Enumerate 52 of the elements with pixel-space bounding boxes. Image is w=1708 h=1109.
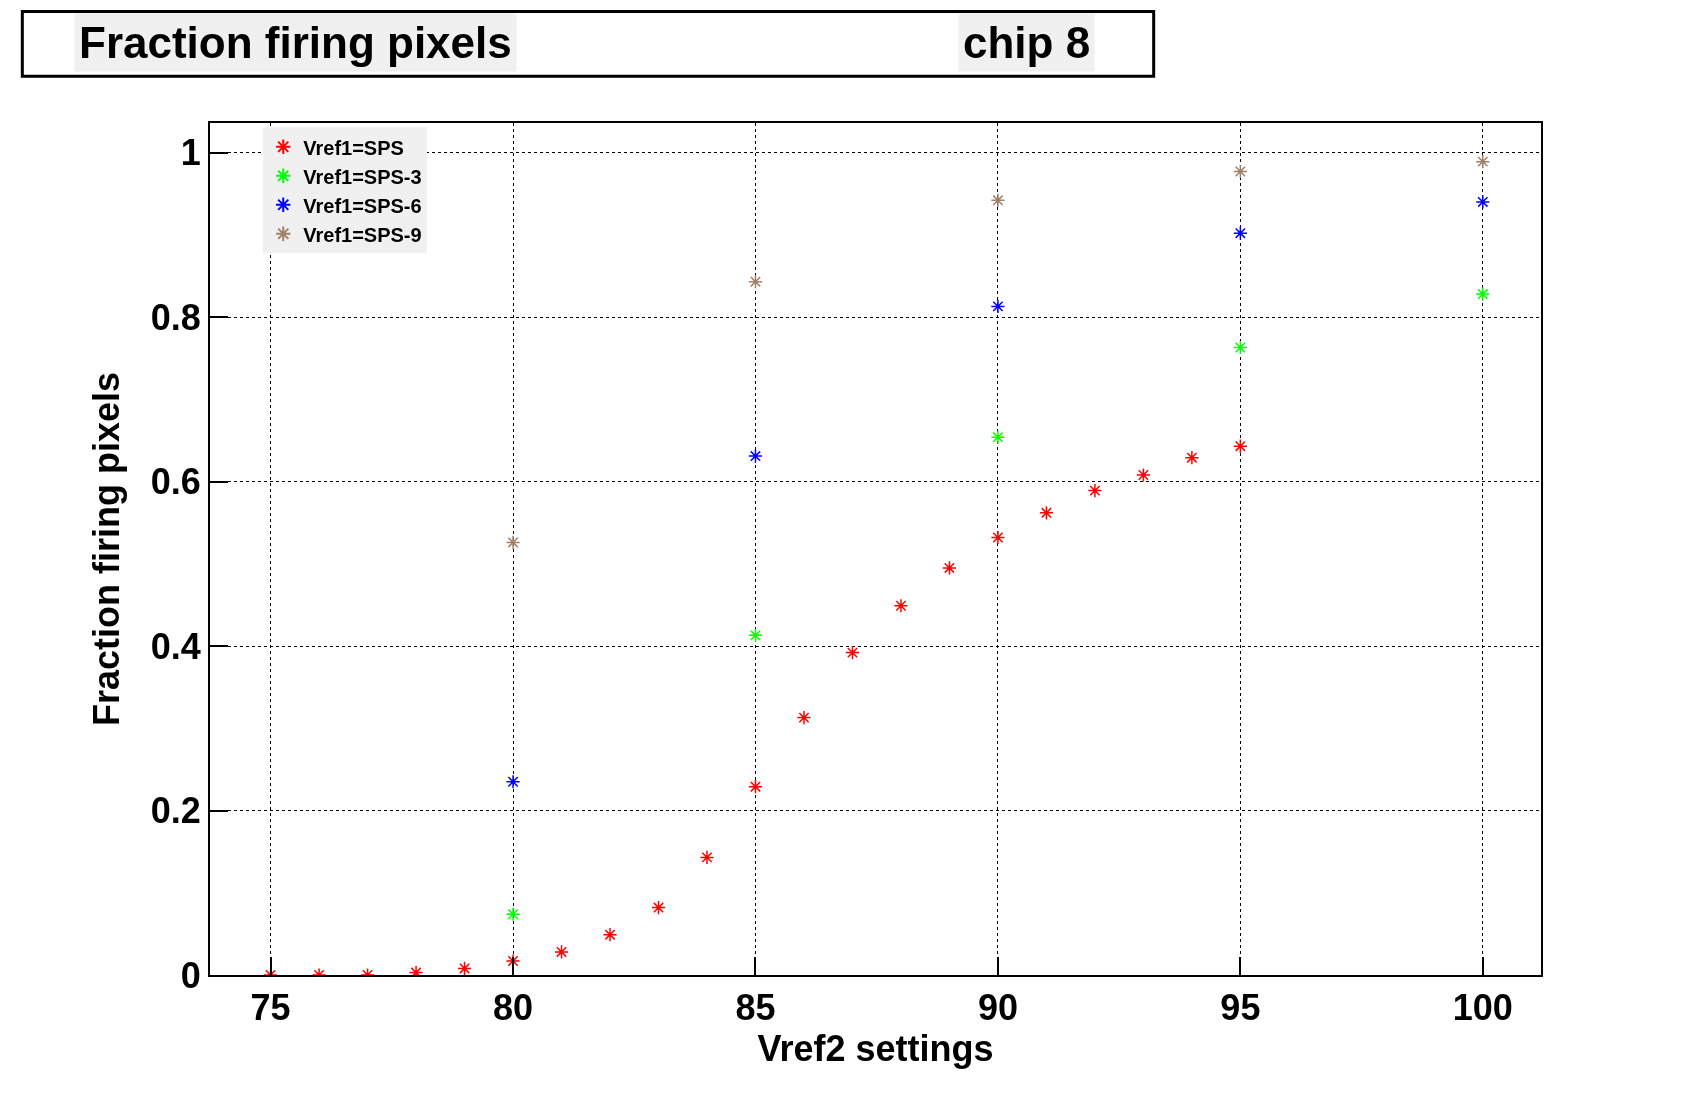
point: [1233, 438, 1248, 454]
legend-label: Vref1=SPS-9: [303, 223, 422, 246]
point: [554, 944, 569, 960]
y-axis-title: Fraction firing pixels: [86, 371, 128, 727]
point: [505, 774, 521, 790]
point: [845, 645, 860, 660]
x-tick-label: 80: [493, 987, 534, 1029]
x-tick-label: 95: [1220, 987, 1261, 1029]
point: [748, 628, 763, 643]
legend-label: Vref1=SPS-3: [303, 165, 422, 188]
point: [990, 299, 1006, 314]
point: [699, 850, 715, 865]
point: [796, 710, 812, 725]
point: [602, 927, 618, 943]
point: [942, 560, 957, 576]
point: [1475, 286, 1491, 302]
y-tick-label: 1: [180, 132, 201, 174]
point: [505, 953, 521, 969]
point: [990, 192, 1006, 208]
legend-label: Vref1=SPS: [303, 136, 404, 159]
y-tick-label: 0.4: [150, 625, 201, 667]
point: [990, 530, 1006, 545]
point: [1087, 483, 1103, 498]
y-tick-label: 0: [180, 954, 201, 996]
chart-subtitle: chip 8: [963, 18, 1091, 67]
point: [1136, 467, 1151, 483]
legend-label: Vref1=SPS-6: [303, 194, 422, 217]
x-tick-label: 85: [735, 987, 776, 1029]
point: [457, 961, 472, 975]
point: [893, 598, 909, 614]
point: [1475, 154, 1491, 169]
chart-title: Fraction firing pixels: [79, 18, 512, 67]
point: [505, 535, 521, 550]
point: [748, 448, 763, 464]
point: [748, 779, 763, 795]
point: [505, 906, 521, 922]
point: [1233, 340, 1248, 355]
point: [651, 900, 666, 915]
point: [1039, 505, 1054, 521]
x-tick-label: 90: [977, 987, 1018, 1029]
y-tick-label: 0.6: [150, 461, 201, 503]
y-tick-label: 0.8: [150, 296, 201, 338]
point: [990, 429, 1006, 445]
x-axis-title: Vref2 settings: [757, 1028, 994, 1070]
point: [748, 274, 763, 290]
x-tick-label: 100: [1452, 987, 1513, 1029]
point: [1233, 164, 1248, 179]
y-tick-label: 0.2: [150, 790, 201, 832]
point: [1233, 225, 1248, 241]
x-tick-label: 75: [250, 987, 291, 1029]
point: [1475, 194, 1491, 210]
point: [1184, 450, 1200, 466]
